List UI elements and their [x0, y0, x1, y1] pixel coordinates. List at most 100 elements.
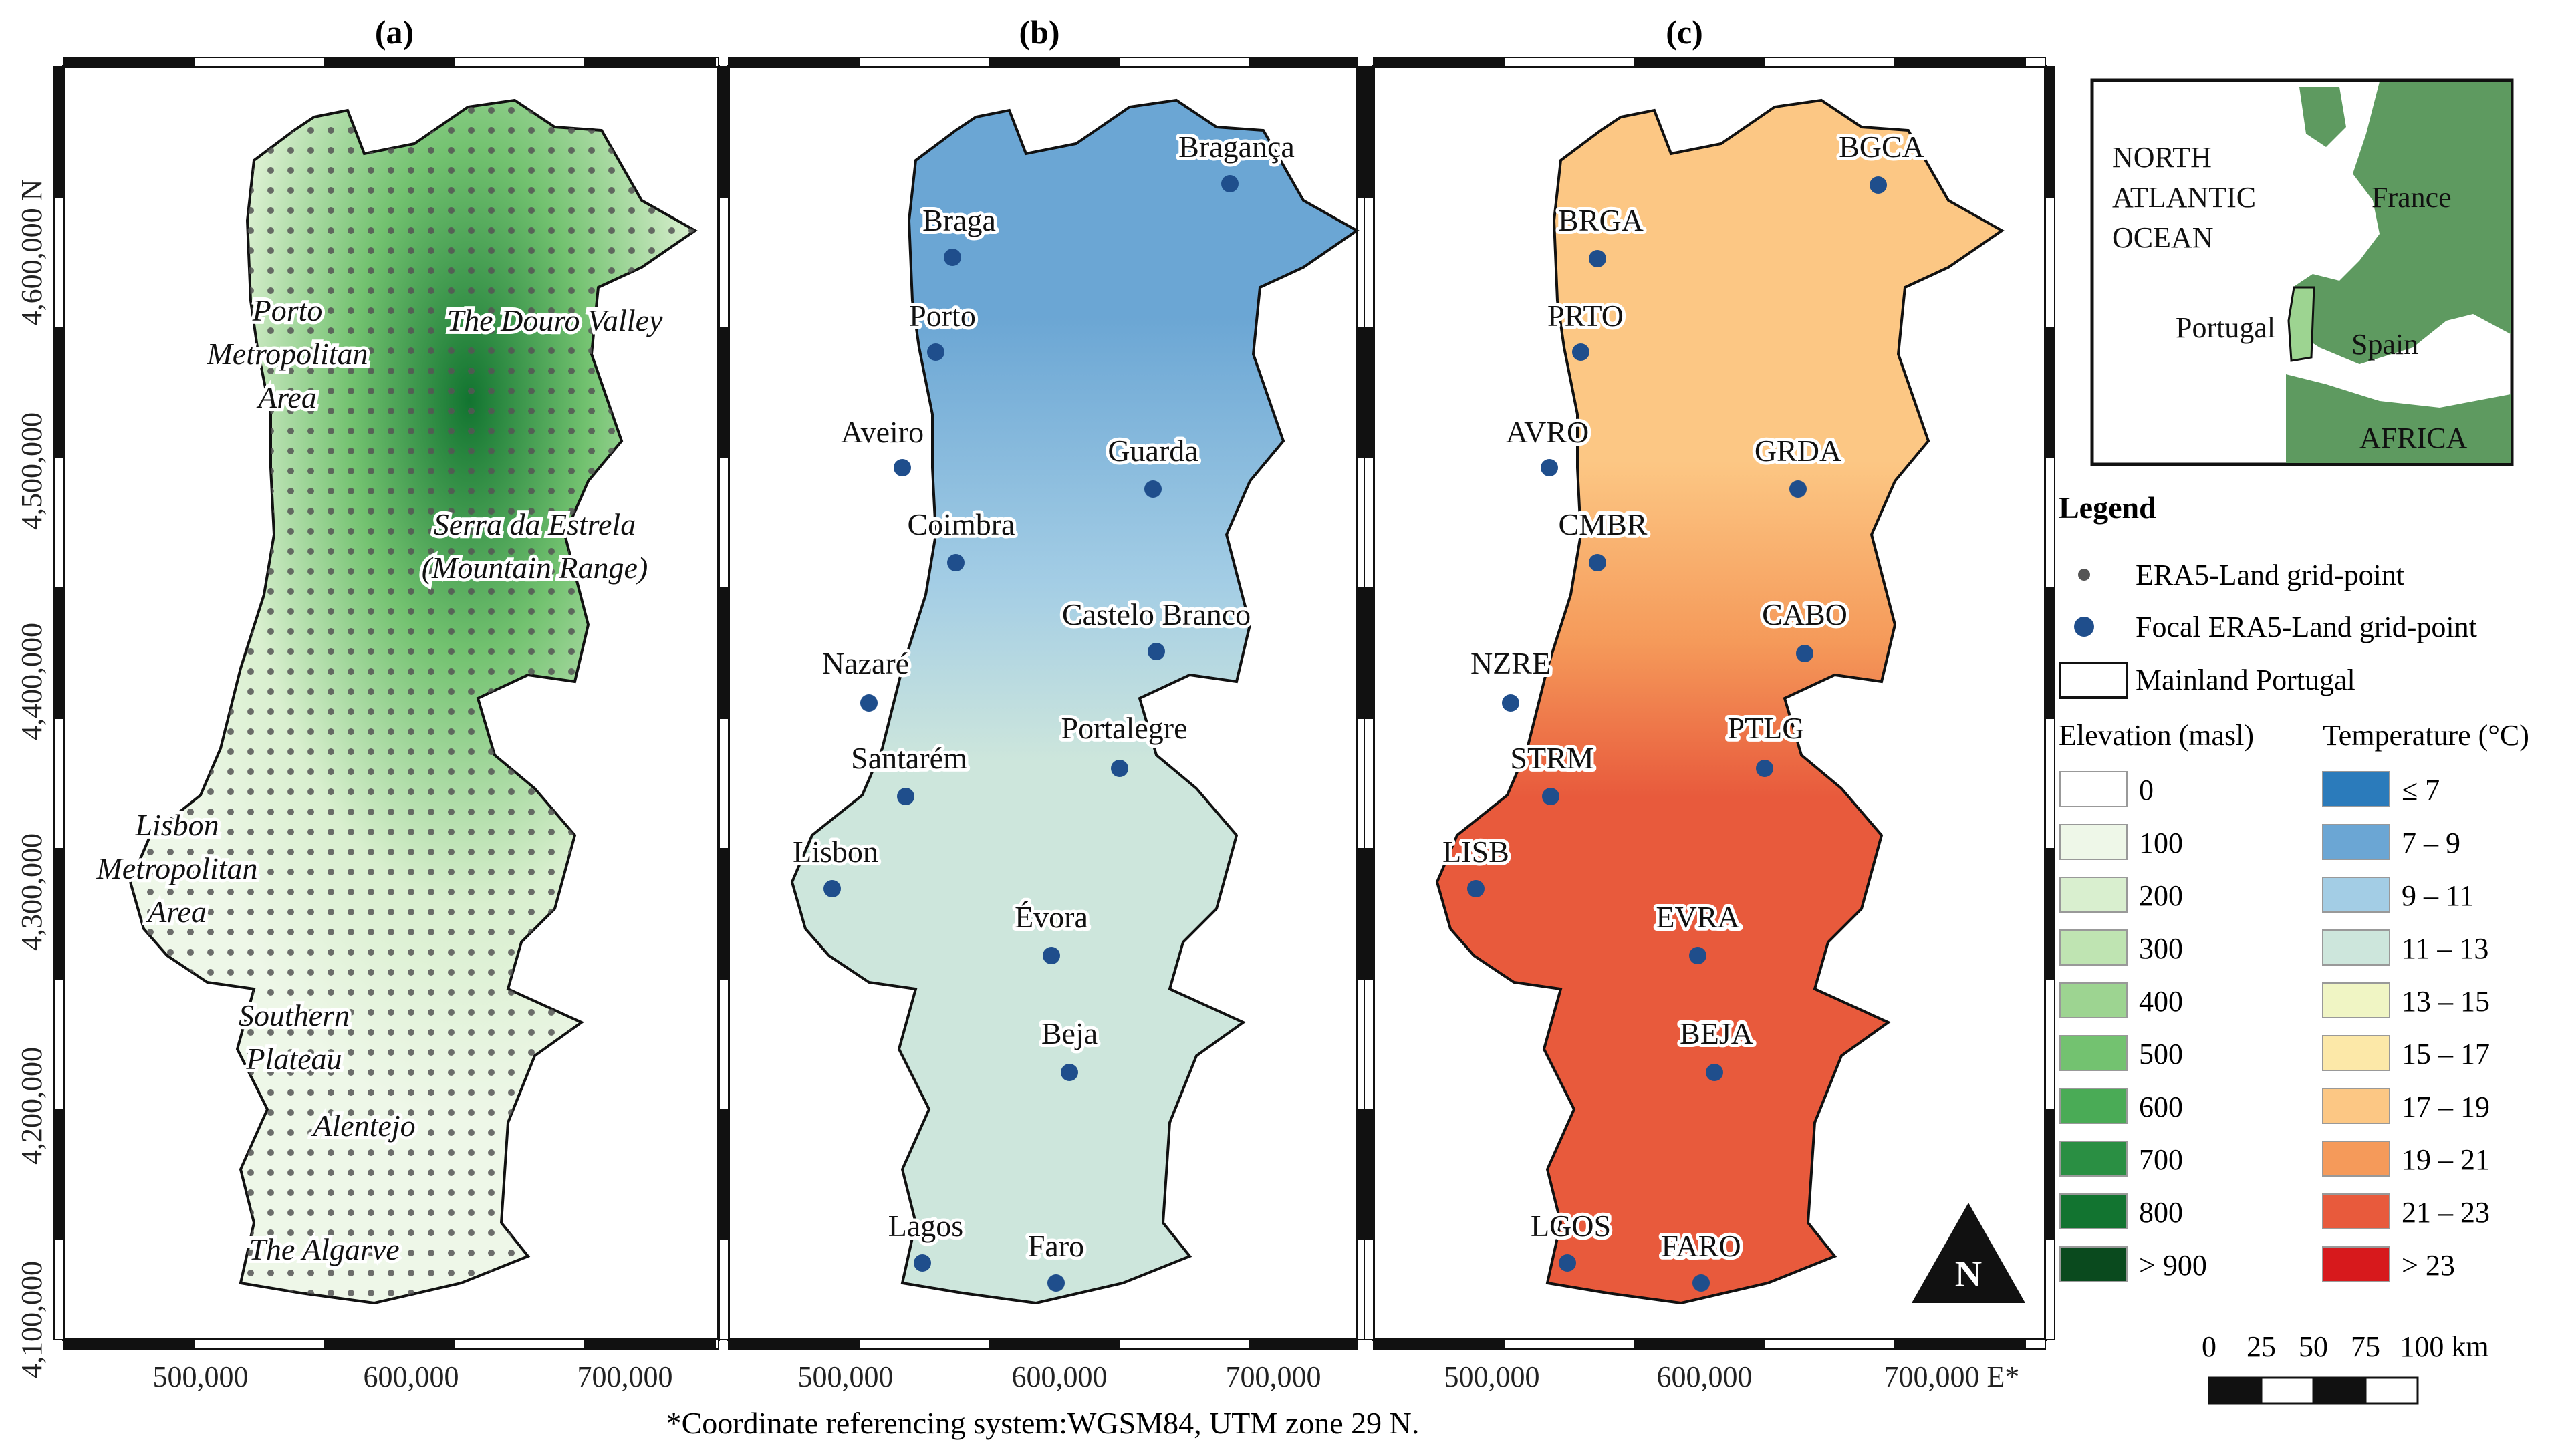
frame-tick: [2045, 196, 2055, 328]
city-label: Nazaré: [822, 646, 909, 680]
focal-point: [1692, 1274, 1710, 1292]
legend-class-label: 800: [2139, 1196, 2183, 1229]
legend-mainland: Mainland Portugal: [2136, 664, 2355, 696]
frame-tick: [719, 718, 729, 849]
scale-bar-blocks: [2208, 1376, 2419, 1405]
frame-tick: [1503, 57, 1635, 67]
legend-class-label: 0: [2139, 774, 2154, 807]
city-label: FARO: [1661, 1229, 1741, 1263]
frame-tick: [1364, 978, 1374, 1110]
legend-swatch: [2322, 929, 2390, 966]
legend-swatch: [2059, 1246, 2128, 1282]
inset-land-europe: [2293, 82, 2511, 364]
frame-tick: [1364, 457, 1374, 589]
focal-point: [944, 249, 961, 266]
x-tick-a-500000: 500,000: [153, 1360, 249, 1393]
legend-swatch: [2059, 929, 2128, 966]
legend-class-label: 400: [2139, 985, 2183, 1018]
frame-tick: [53, 718, 64, 849]
x-tick-a-700000: 700,000: [578, 1360, 673, 1393]
legend-swatch: [2322, 1141, 2390, 1177]
north-arrow: [1912, 1203, 2025, 1303]
region-estrela-2: (Mountain Range): [422, 551, 648, 585]
y-tick-4400000: 4,400,000: [15, 623, 48, 740]
frame-tick: [1634, 57, 1765, 67]
focal-point: [1061, 1064, 1078, 1081]
frame-tick: [989, 1339, 1120, 1350]
city-markers-b: Bragança Braga Porto Aveiro Guarda Coimbra Cas…: [789, 126, 1298, 1292]
legend-swatch: [2059, 1193, 2128, 1229]
x-tick-b-500000: 500,000: [798, 1360, 894, 1393]
legend-swatch: [2059, 1141, 2128, 1177]
focal-point: [1870, 176, 1887, 194]
scale-block: [2312, 1376, 2367, 1405]
frame-tick: [1503, 1339, 1635, 1350]
city-label: Porto: [909, 299, 976, 333]
frame-tick: [1894, 1339, 2026, 1350]
city-label: Évora: [1015, 900, 1088, 934]
panel-b-temperature-map: Bragança Braga Porto Aveiro Guarda Coimbra Cas…: [789, 98, 1360, 1305]
frame-tick: [454, 1339, 586, 1350]
region-southern-1: Southern: [239, 998, 350, 1032]
frame-tick: [858, 57, 990, 67]
x-tick-c-600000: 600,000: [1657, 1360, 1753, 1393]
y-tick-4500000: 4,500,000: [15, 412, 48, 530]
frame-tick: [1364, 1239, 1374, 1340]
legend-class-label: ≤ 7: [2402, 774, 2440, 807]
region-algarve: The Algarve: [249, 1232, 399, 1266]
frame-tick: [1119, 57, 1251, 67]
focal-point: [1706, 1064, 1723, 1081]
legend-swatch: [2059, 824, 2128, 860]
frame-tick: [454, 57, 586, 67]
legend-class-label: 11 – 13: [2402, 932, 2488, 965]
frame-tick: [2045, 848, 2055, 980]
focal-point: [823, 880, 841, 897]
focal-point: [1467, 880, 1485, 897]
frame-tick: [715, 57, 719, 67]
legend-class-label: > 900: [2139, 1249, 2207, 1282]
panel-label-a: (a): [375, 13, 414, 51]
focal-point: [1589, 554, 1606, 571]
inset-ocean-1: NORTH: [2112, 141, 2212, 174]
city-label: Castelo Branco: [1062, 597, 1251, 631]
panel-a-elevation-map: Porto Metropolitan Area The Douro Valley…: [92, 98, 698, 1305]
frame-tick: [53, 1109, 64, 1240]
scale-label: 0: [2202, 1330, 2216, 1363]
legend-swatch: [2322, 982, 2390, 1018]
legend-elevation-title: Elevation (masl): [2059, 719, 2254, 752]
frame-tick: [1373, 1339, 1505, 1350]
city-label: Lisbon: [793, 835, 878, 869]
legend-class-label: > 23: [2402, 1249, 2455, 1282]
scale-label: 25: [2247, 1330, 2276, 1363]
legend-swatch: [2322, 877, 2390, 913]
portugal-outline-b: [790, 98, 1360, 1305]
legend-class-label: 600: [2139, 1090, 2183, 1123]
inset-africa: AFRICA: [2359, 422, 2468, 454]
scale-bar-labels: 0 25 50 75 100 km: [2202, 1330, 2489, 1363]
frame-tick: [53, 196, 64, 328]
frame-tick: [719, 587, 729, 719]
city-label: AVRO: [1506, 415, 1589, 449]
legend-class-label: 700: [2139, 1143, 2183, 1176]
city-label: STRM: [1510, 741, 1593, 775]
frame-tick: [324, 1339, 455, 1350]
frame-tick: [1364, 1109, 1374, 1240]
inset-map: NORTH ATLANTIC OCEAN France Portugal Spa…: [2090, 78, 2514, 466]
city-label: NZRE: [1470, 646, 1551, 680]
legend-swatch: [2322, 824, 2390, 860]
inset-portugal-label: Portugal: [2176, 311, 2275, 344]
legend-swatch: [2059, 771, 2128, 807]
legend-temperature-title: Temperature (°C): [2323, 719, 2529, 752]
focal-point: [1789, 480, 1807, 498]
legend-mainland-symbol: [2059, 662, 2128, 699]
frame-tick: [858, 1339, 990, 1350]
footnote: *Coordinate referencing system:WGSM84, U…: [666, 1406, 1420, 1440]
frame-tick: [1764, 1339, 1896, 1350]
focal-point: [1221, 175, 1239, 192]
frame-tick: [1364, 848, 1374, 980]
scale-label: 50: [2299, 1330, 2328, 1363]
legend-class-label: 200: [2139, 879, 2183, 912]
region-lisbon-2: Metropolitan: [96, 851, 257, 885]
frame-tick: [2045, 457, 2055, 589]
region-porto-3: Area: [256, 380, 317, 414]
